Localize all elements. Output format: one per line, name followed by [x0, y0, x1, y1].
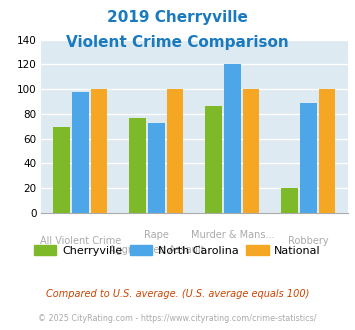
- Bar: [224, 64, 241, 213]
- Text: Robbery: Robbery: [288, 237, 329, 247]
- Text: 2019 Cherryville: 2019 Cherryville: [107, 10, 248, 25]
- Text: Compared to U.S. average. (U.S. average equals 100): Compared to U.S. average. (U.S. average …: [46, 289, 309, 299]
- Bar: [166, 89, 183, 213]
- Bar: [53, 127, 70, 213]
- Text: Violent Crime Comparison: Violent Crime Comparison: [66, 35, 289, 50]
- Text: Aggravated Assault: Aggravated Assault: [109, 245, 204, 255]
- Text: Rape: Rape: [144, 230, 169, 240]
- Text: All Violent Crime: All Violent Crime: [40, 237, 121, 247]
- Bar: [129, 117, 146, 213]
- Bar: [206, 106, 222, 213]
- Bar: [242, 89, 260, 213]
- Bar: [319, 89, 335, 213]
- Bar: [300, 103, 317, 213]
- Text: Murder & Mans...: Murder & Mans...: [191, 230, 274, 240]
- Text: © 2025 CityRating.com - https://www.cityrating.com/crime-statistics/: © 2025 CityRating.com - https://www.city…: [38, 314, 317, 323]
- Legend: Cherryville, North Carolina, National: Cherryville, North Carolina, National: [30, 240, 325, 260]
- Bar: [282, 188, 298, 213]
- Bar: [72, 91, 89, 213]
- Bar: [148, 122, 165, 213]
- Bar: [91, 89, 107, 213]
